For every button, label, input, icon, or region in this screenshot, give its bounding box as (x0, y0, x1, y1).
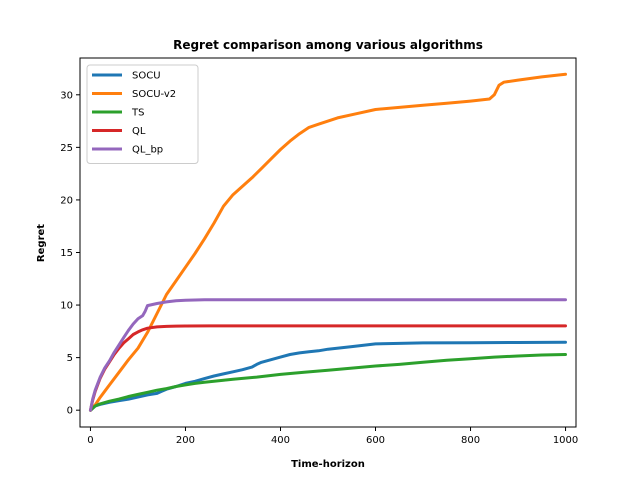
y-tick-label: 0 (67, 406, 73, 417)
series-line-ts (89, 353, 567, 412)
y-axis-title: Regret (36, 224, 47, 262)
y-tick-label: 25 (60, 143, 73, 154)
x-tick-label: 200 (176, 435, 195, 446)
y-tick-label: 10 (60, 301, 73, 312)
x-axis-title: Time-horizon (291, 459, 365, 470)
y-tick-label: 15 (60, 248, 73, 259)
legend-label: QL_bp (132, 145, 163, 156)
x-tick-label: 400 (271, 435, 290, 446)
series-layer (89, 72, 567, 412)
x-tick-label: 800 (461, 435, 480, 446)
plot-frame (79, 57, 577, 428)
y-tick-label: 30 (60, 90, 73, 101)
legend-label: TS (131, 108, 144, 119)
series-line-ql (89, 324, 567, 412)
series-line-socu (89, 340, 567, 412)
x-tick-label: 0 (87, 435, 93, 446)
legend-box (86, 64, 199, 164)
y-tick-label: 20 (60, 195, 73, 206)
series-line-ql-bp (89, 298, 567, 412)
legend-label: SOCU-v2 (132, 89, 176, 100)
legend: SOCU SOCU-v2 TS QL QL_bp (86, 64, 199, 164)
legend-label: SOCU (132, 71, 161, 82)
chart-title: Regret comparison among various algorith… (173, 38, 483, 52)
series-line-socu-v2 (89, 72, 567, 412)
x-tick-label: 600 (366, 435, 385, 446)
legend-label: QL (132, 126, 146, 137)
y-tick-label: 5 (67, 353, 73, 364)
x-axis: 0 200 400 600 800 1000 (87, 427, 578, 446)
x-tick-label: 1000 (553, 435, 578, 446)
y-axis: 0 5 10 15 20 25 30 (60, 90, 80, 417)
